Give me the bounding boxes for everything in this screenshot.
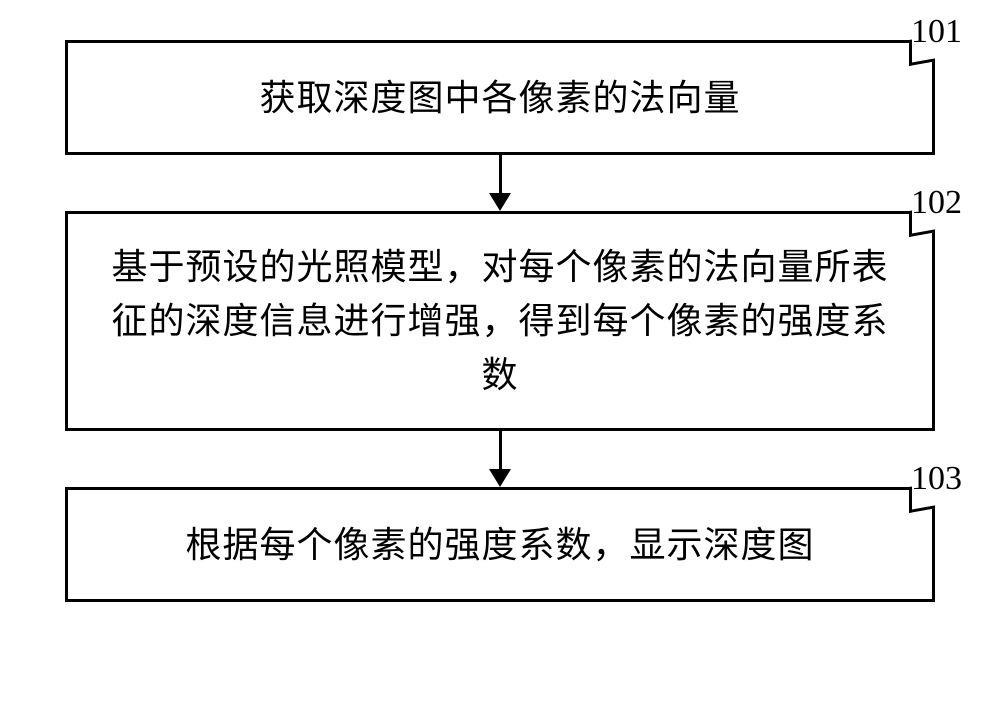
node-text: 根据每个像素的强度系数，显示深度图 <box>185 518 814 572</box>
node-label: 102 <box>911 184 962 222</box>
flow-arrow <box>65 431 935 487</box>
arrow-head-icon <box>489 193 511 211</box>
flow-node-102: 102 基于预设的光照模型，对每个像素的法向量所表征的深度信息进行增强，得到每个… <box>65 211 935 431</box>
arrow-line-icon <box>499 155 502 195</box>
node-label: 103 <box>911 460 962 498</box>
flow-node-101: 101 获取深度图中各像素的法向量 <box>65 40 935 155</box>
node-text: 基于预设的光照模型，对每个像素的法向量所表征的深度信息进行增强，得到每个像素的强… <box>98 240 902 402</box>
flowchart-container: 101 获取深度图中各像素的法向量 102 基于预设的光照模型，对每个像素的法向… <box>65 40 935 602</box>
node-text: 获取深度图中各像素的法向量 <box>259 71 740 125</box>
arrow-head-icon <box>489 469 511 487</box>
arrow-line-icon <box>499 431 502 471</box>
flow-arrow <box>65 155 935 211</box>
node-label: 101 <box>911 13 962 51</box>
flow-node-103: 103 根据每个像素的强度系数，显示深度图 <box>65 487 935 602</box>
